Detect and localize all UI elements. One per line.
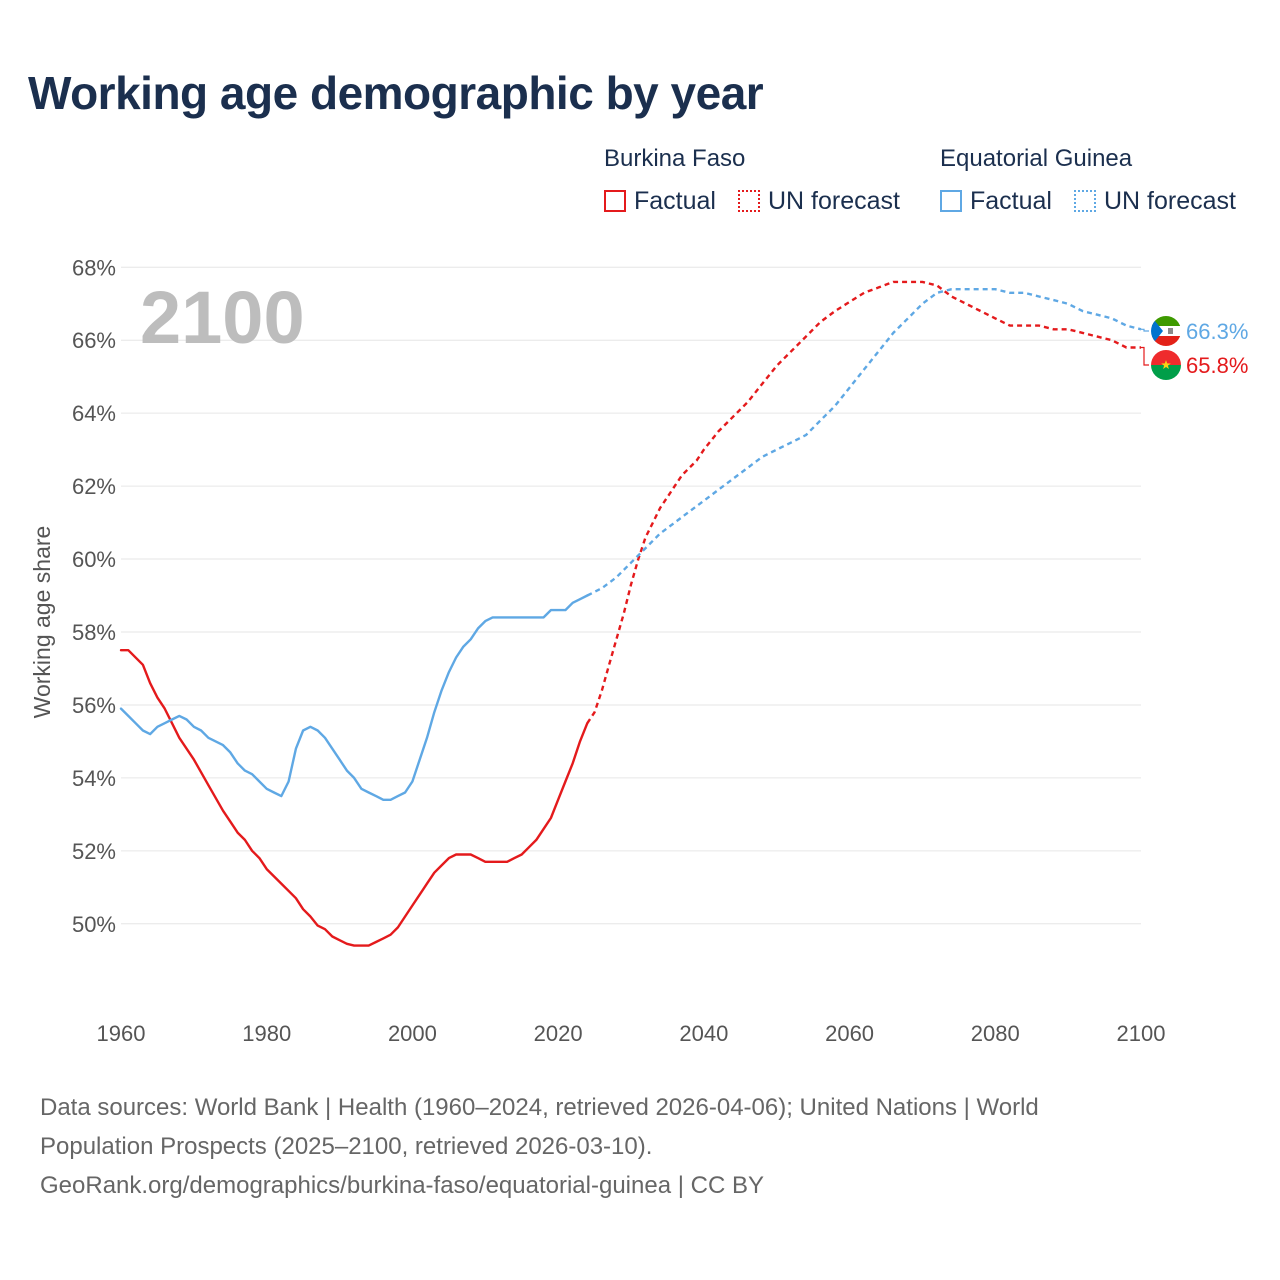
end-label-burkina-faso: 65.8%	[1186, 353, 1248, 378]
equatorial-guinea-flag-icon	[1151, 316, 1181, 346]
legend-swatch-dotted-icon	[1074, 190, 1096, 212]
y-tick-label: 54%	[72, 766, 116, 791]
y-tick-label: 64%	[72, 401, 116, 426]
y-tick-label: 66%	[72, 328, 116, 353]
x-tick-label: 2020	[534, 1021, 583, 1046]
series-line-equatorial-guinea-forecast	[586, 288, 1142, 597]
x-tick-label: 2040	[679, 1021, 728, 1046]
legend-item-burkina-faso-forecast[interactable]: UN forecast	[738, 186, 900, 216]
legend-label: Factual	[634, 186, 716, 215]
legend-label: UN forecast	[1104, 186, 1236, 215]
series-line-equatorial-guinea-factual	[119, 594, 589, 801]
legend-item-burkina-faso-factual[interactable]: Factual	[604, 186, 716, 216]
legend-label: Factual	[970, 186, 1052, 215]
legend-swatch-solid-icon	[940, 190, 962, 212]
year-label: 2100	[140, 276, 305, 359]
y-tick-label: 50%	[72, 912, 116, 937]
legend-swatch-dotted-icon	[738, 190, 760, 212]
chart-title: Working age demographic by year	[28, 67, 764, 119]
footer-attribution[interactable]: GeoRank.org/demographics/burkina-faso/eq…	[40, 1172, 764, 1199]
x-tick-label: 2080	[971, 1021, 1020, 1046]
footer-sources: Data sources: World Bank | Health (1960–…	[40, 1088, 1240, 1205]
burkina-faso-flag-icon	[1151, 350, 1181, 380]
y-axis-label: Working age share	[29, 526, 55, 719]
y-tick-label: 60%	[72, 547, 116, 572]
footer-line: Population Prospects (2025–2100, retriev…	[40, 1133, 653, 1160]
end-label-equatorial-guinea: 66.3%	[1186, 319, 1248, 344]
x-tick-label: 2060	[825, 1021, 874, 1046]
y-tick-label: 52%	[72, 839, 116, 864]
y-tick-label: 56%	[72, 693, 116, 718]
legend-group-burkina-faso: Burkina Faso	[604, 145, 746, 172]
series-line-burkina-faso-forecast	[586, 280, 1141, 724]
legend-item-equatorial-guinea-forecast[interactable]: UN forecast	[1074, 186, 1236, 216]
x-tick-label: 2000	[388, 1021, 437, 1046]
y-tick-label: 58%	[72, 620, 116, 645]
legend-group-equatorial-guinea: Equatorial Guinea	[940, 145, 1133, 172]
y-tick-label: 68%	[72, 255, 116, 280]
x-tick-label: 2100	[1117, 1021, 1166, 1046]
series-line-burkina-faso-factual	[119, 649, 589, 947]
end-connector	[1141, 328, 1149, 332]
end-connector	[1141, 346, 1149, 366]
legend-item-equatorial-guinea-factual[interactable]: Factual	[940, 186, 1052, 216]
y-tick-label: 62%	[72, 474, 116, 499]
x-tick-label: 1960	[97, 1021, 146, 1046]
x-tick-label: 1980	[242, 1021, 291, 1046]
footer-line: Data sources: World Bank | Health (1960–…	[40, 1094, 1039, 1121]
legend-swatch-solid-icon	[604, 190, 626, 212]
legend-label: UN forecast	[768, 186, 900, 215]
